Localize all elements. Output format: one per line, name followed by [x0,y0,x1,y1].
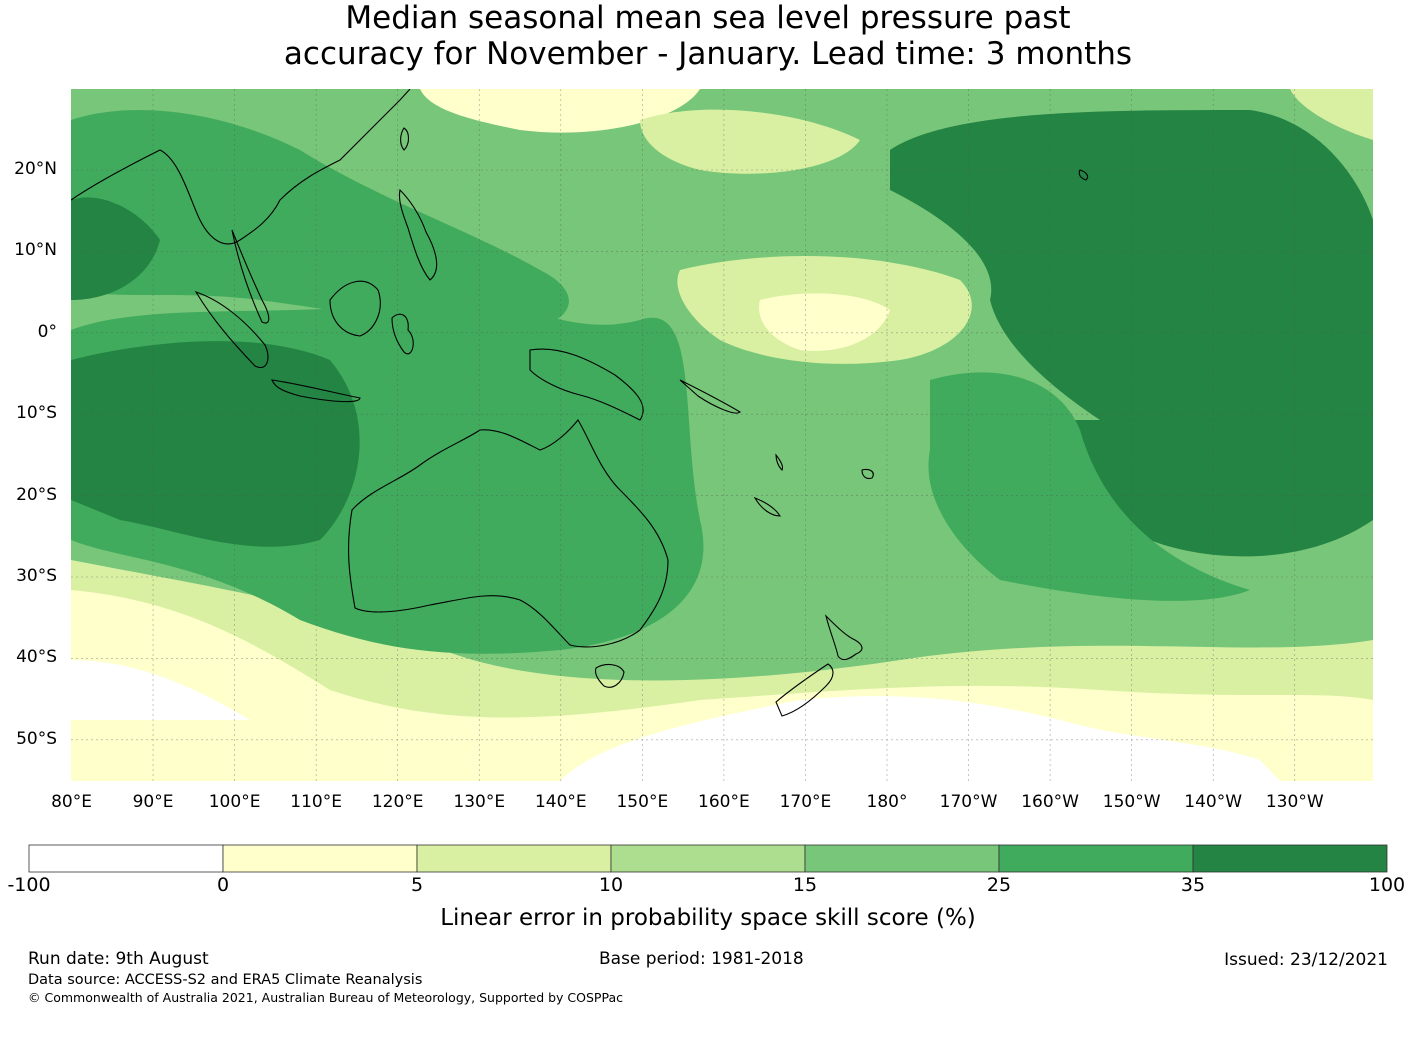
longitude-label: 130°W [1265,792,1324,812]
issued-date: Issued: 23/12/2021 [1224,950,1388,970]
colorbar-segment [804,844,1000,873]
colorbar-segment [1192,844,1388,873]
colorbar-tick-label: 15 [792,874,818,896]
skill-region-southern-ocean [560,696,1280,781]
coast-solomon [679,379,741,414]
colorbar-tick-label: 25 [986,874,1012,896]
colorbar-segment [610,844,806,873]
colorbar-tick-label: 35 [1180,874,1206,896]
colorbar-tick-label: 100 [1368,874,1406,896]
skill-region-south-negative-west [71,660,250,720]
longitude-label: 140°W [1184,792,1243,812]
coastlines [71,89,1089,717]
skill-region-spcz [928,372,1250,601]
gridlines [71,89,1373,781]
longitude-label: 160°E [698,792,750,812]
coast-new-caledonia [753,496,781,517]
coast-malay [231,229,270,324]
longitude-label: 170°E [779,792,832,812]
coast-philippines [398,188,438,281]
data-source: Data source: ACCESS-S2 and ERA5 Climate … [28,972,423,988]
coast-new-guinea [529,348,644,421]
colorbar-tick-label: -100 [7,874,51,896]
longitude-label: 140°E [534,792,587,812]
skill-region-north-5-10 [640,109,860,174]
coast-java [271,379,361,403]
title-line-1: Median seasonal mean sea level pressure … [345,0,1071,36]
coast-nz-north [824,614,863,661]
copyright: © Commonwealth of Australia 2021, Austra… [28,990,623,1005]
skill-region-bay-of-bengal [71,197,160,300]
coast-asia [71,89,411,245]
skill-field [71,89,1373,781]
latitude-label: 40°S [16,647,57,668]
run-date: Run date: 9th August [28,949,209,969]
skill-region-equatorial-0-5 [759,293,890,351]
latitude-label: 30°S [16,566,57,586]
coast-vanuatu [775,453,784,471]
skill-region-maritime [71,110,569,332]
longitude-label: 100°E [208,792,261,812]
skill-region-north-0-5 [420,89,700,133]
longitude-label: 150°E [616,792,669,812]
coast-tasmania [594,663,625,688]
colorbar-segment [222,844,418,873]
longitude-label: 120°E [371,792,424,812]
latitude-label: 50°S [16,728,57,749]
colorbar [28,844,1388,873]
longitude-label: 170°W [939,792,998,812]
skill-region-north-east-5-10 [1290,89,1373,140]
chart-title: Median seasonal mean sea level pressure … [0,0,1416,72]
coast-hawaii [1078,169,1089,181]
longitude-label: 160°W [1021,792,1079,812]
latitude-label: 20°N [14,159,57,179]
longitude-label: 80°E [51,792,92,812]
longitude-label: 150°W [1102,792,1161,812]
coast-sulawesi [391,313,414,355]
longitude-label: 110°E [290,792,342,812]
coast-borneo [329,280,381,337]
coast-fiji [861,468,874,480]
colorbar-tick-label: 5 [410,874,424,896]
colorbar-tick-label: 0 [216,874,230,896]
longitude-label: 180° [866,792,908,812]
colorbar-segment [998,844,1194,873]
latitude-label: 20°S [16,484,57,505]
coast-australia [348,419,669,648]
latitude-label: 0° [37,321,57,342]
longitude-label: 90°E [132,792,174,812]
title-line-2: accuracy for November - January. Lead ti… [283,36,1133,72]
latitude-label: 10°S [16,403,57,424]
coast-sumatra [194,291,269,368]
coast-taiwan [400,127,410,151]
colorbar-segment [28,844,224,873]
colorbar-tick-label: 10 [598,874,624,896]
colorbar-title: Linear error in probability space skill … [440,905,976,931]
coast-nz-south [775,663,834,717]
latitude-label: 10°N [14,240,57,261]
longitude-label: 130°E [453,792,506,812]
base-period: Base period: 1981-2018 [599,949,804,969]
colorbar-segment [416,844,612,873]
